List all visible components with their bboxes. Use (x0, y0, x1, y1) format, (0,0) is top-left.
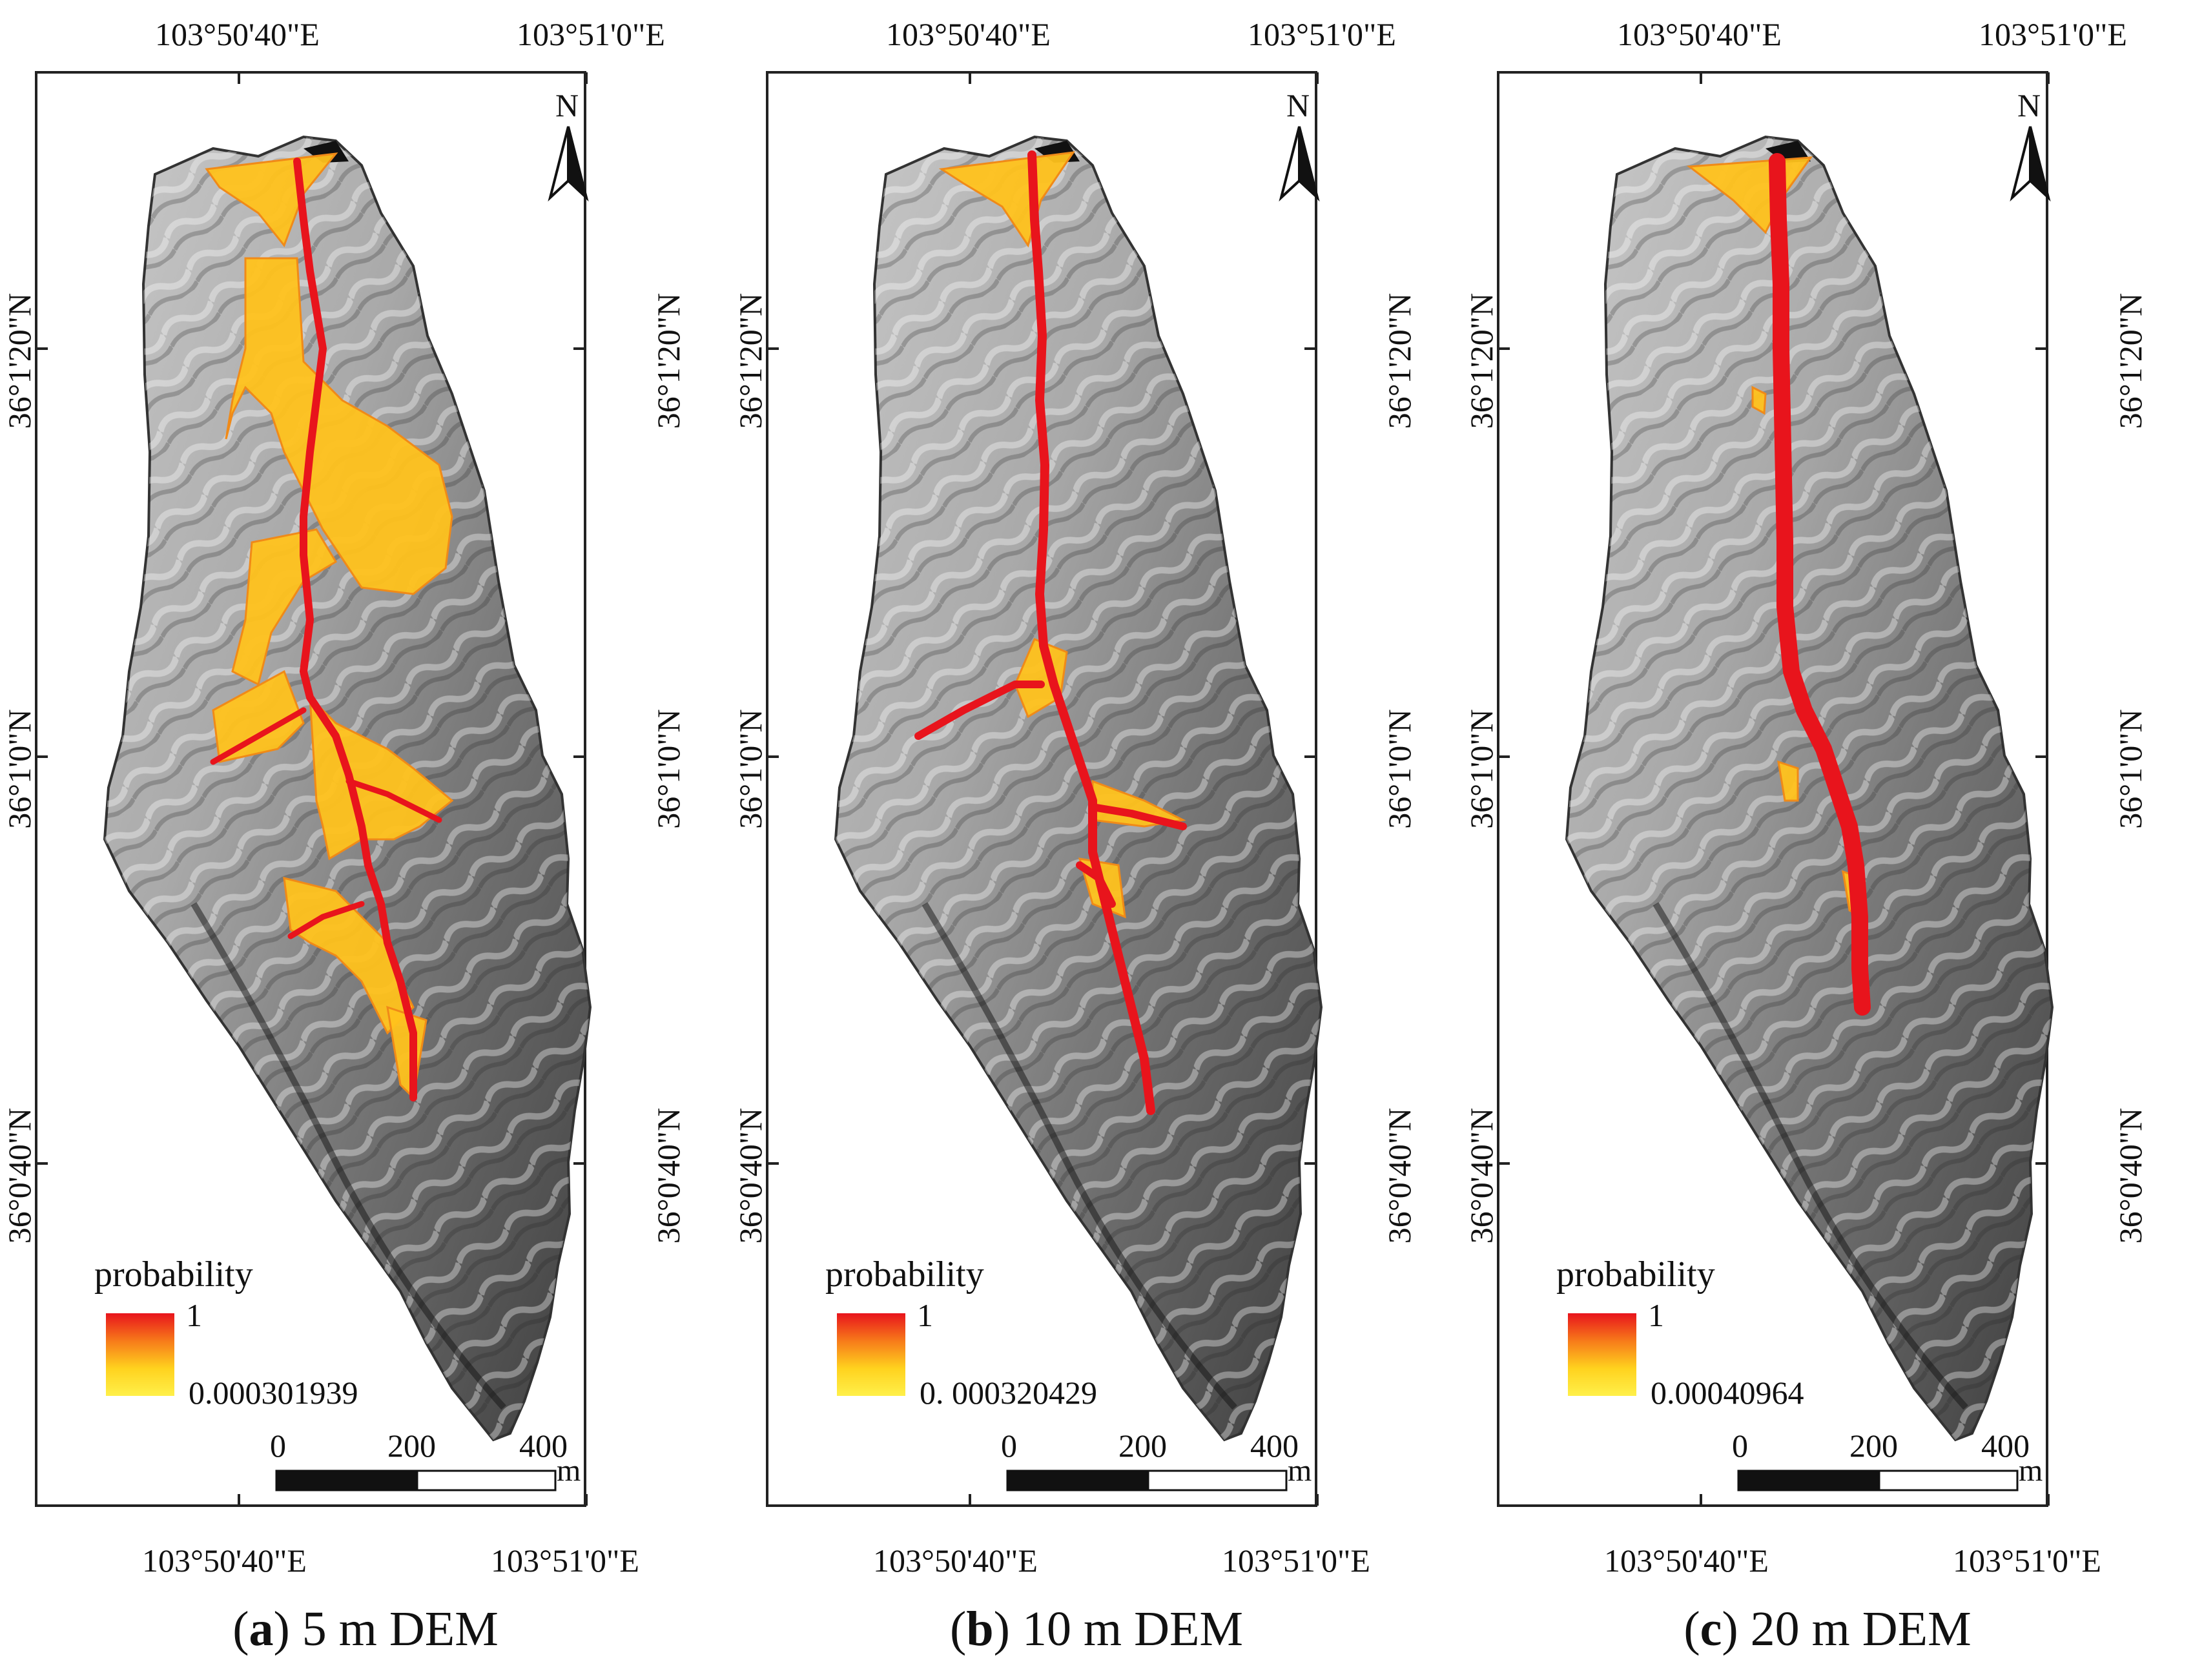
lon-label-top-right: 103°51'0"E (517, 16, 665, 52)
scale-label-400: 400 (519, 1428, 568, 1464)
lon-label-top-left: 103°50'40"E (886, 16, 1051, 52)
caption-text: ) 5 m DEM (273, 1602, 499, 1656)
lon-label-top-right: 103°51'0"E (1248, 16, 1396, 52)
scale-label-200: 200 (1849, 1428, 1898, 1464)
panel-caption: (c) 20 m DEM (1462, 1601, 2193, 1657)
lat-label-right-1: 36°1'20"N (2112, 292, 2148, 429)
lat-label-left-2: 36°1'0"N (1463, 709, 1499, 829)
probability-overlay (914, 150, 1187, 1115)
map-graphic (35, 71, 592, 1507)
legend-title: probability (1556, 1255, 1715, 1295)
lat-label-right-3: 36°0'40"N (1381, 1107, 1417, 1244)
legend-title: probability (825, 1255, 984, 1295)
caption-letter: a (249, 1602, 274, 1656)
caption-text: ) 10 m DEM (993, 1602, 1243, 1656)
lat-label-left-3: 36°0'40"N (1, 1107, 37, 1244)
scale-unit: m (1288, 1453, 1312, 1488)
lon-label-bottom-right: 103°51'0"E (491, 1542, 639, 1579)
scale-bar (1737, 1470, 2019, 1491)
north-label: N (555, 87, 579, 123)
caption-open: ( (232, 1602, 249, 1656)
lat-label-left-3: 36°0'40"N (1463, 1107, 1499, 1244)
map-graphic (766, 71, 1323, 1507)
lat-label-right-2: 36°1'0"N (1381, 709, 1417, 829)
scale-label-0: 0 (1001, 1428, 1017, 1464)
lon-label-bottom-left: 103°50'40"E (142, 1542, 307, 1579)
scale-bar (1006, 1470, 1288, 1491)
caption-letter: c (1700, 1602, 1722, 1656)
legend-max-value: 1 (186, 1297, 202, 1333)
legend-gradient (106, 1313, 174, 1396)
lon-label-bottom-right: 103°51'0"E (1222, 1542, 1370, 1579)
scale-unit: m (2019, 1453, 2043, 1488)
lon-label-bottom-right: 103°51'0"E (1953, 1542, 2101, 1579)
lat-label-left-1: 36°1'20"N (1463, 292, 1499, 429)
north-arrow-icon (1279, 126, 1320, 202)
lon-label-bottom-left: 103°50'40"E (1604, 1542, 1769, 1579)
caption-open: ( (950, 1602, 967, 1656)
lat-label-left-2: 36°1'0"N (1, 709, 37, 829)
legend-gradient (837, 1313, 905, 1396)
legend-min-value: 0.00040964 (1651, 1375, 1804, 1411)
caption-open: ( (1683, 1602, 1700, 1656)
lat-label-right-3: 36°0'40"N (2112, 1107, 2148, 1244)
lat-label-right-1: 36°1'20"N (650, 292, 686, 429)
caption-letter: b (966, 1602, 994, 1656)
legend-gradient (1568, 1313, 1636, 1396)
lat-label-left-1: 36°1'20"N (1, 292, 37, 429)
lon-label-top-left: 103°50'40"E (155, 16, 320, 52)
lat-label-right-3: 36°0'40"N (650, 1107, 686, 1244)
lat-label-right-2: 36°1'0"N (2112, 709, 2148, 829)
scale-label-400: 400 (1250, 1428, 1299, 1464)
lat-label-right-1: 36°1'20"N (1381, 292, 1417, 429)
scale-label-0: 0 (270, 1428, 286, 1464)
map-panel-a: 103°50'40"E 103°51'0"E 103°50'40"E 103°51'0… (0, 0, 731, 1680)
north-arrow-icon (2010, 126, 2051, 202)
lon-label-top-left: 103°50'40"E (1617, 16, 1782, 52)
map-graphic (1497, 71, 2054, 1507)
map-panel-b: 103°50'40"E 103°51'0"E 103°50'40"E 103°51'0… (731, 0, 1462, 1680)
north-label: N (1286, 87, 1310, 123)
lat-label-right-2: 36°1'0"N (650, 709, 686, 829)
panel-caption: (b) 10 m DEM (731, 1601, 1462, 1657)
scale-bar (275, 1470, 557, 1491)
panel-caption: (a) 5 m DEM (0, 1601, 731, 1657)
lat-label-left-1: 36°1'20"N (732, 292, 768, 429)
map-panel-c: 103°50'40"E 103°51'0"E 103°50'40"E 103°51'0… (1462, 0, 2193, 1680)
legend-max-value: 1 (1648, 1297, 1664, 1333)
scale-label-200: 200 (1118, 1428, 1167, 1464)
scale-label-400: 400 (1981, 1428, 2030, 1464)
scale-label-0: 0 (1732, 1428, 1748, 1464)
legend-min-value: 0. 000320429 (920, 1375, 1097, 1411)
legend-min-value: 0.000301939 (189, 1375, 358, 1411)
lon-label-top-right: 103°51'0"E (1979, 16, 2127, 52)
legend-max-value: 1 (917, 1297, 933, 1333)
scale-unit: m (557, 1453, 581, 1488)
north-label: N (2017, 87, 2041, 123)
legend-title: probability (94, 1255, 253, 1295)
probability-overlay (205, 152, 454, 1101)
lat-label-left-3: 36°0'40"N (732, 1107, 768, 1244)
lon-label-bottom-left: 103°50'40"E (873, 1542, 1038, 1579)
probability-overlay (1686, 153, 1871, 1016)
caption-text: ) 20 m DEM (1722, 1602, 1972, 1656)
scale-label-200: 200 (387, 1428, 436, 1464)
lat-label-left-2: 36°1'0"N (732, 709, 768, 829)
north-arrow-icon (548, 126, 589, 202)
